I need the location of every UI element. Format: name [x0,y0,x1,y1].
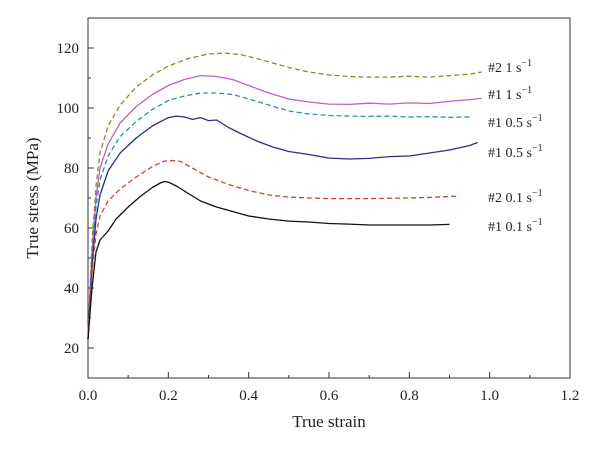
series-line-1 [87,52,482,340]
legend-label-6: #1 0.1 s−1 [488,217,543,235]
legend-label-3: #1 0.5 s−1 [488,113,543,131]
legend-label-text: #1 0.5 s [488,146,532,161]
y-tick-label: 120 [57,41,80,57]
x-tick-label: 1.2 [561,388,580,404]
x-axis-title: True strain [292,412,366,431]
legend-label-5: #2 0.1 s−1 [488,188,543,206]
legend-label-exponent: −1 [532,217,543,228]
legend-label-exponent: −1 [521,85,532,96]
legend-label-exponent: −1 [532,143,543,154]
y-axis-title: True stress (MPa) [23,137,42,258]
x-tick-label: 0.8 [400,388,419,404]
y-axis-ticks: 20 40 60 80 100 120 [57,17,94,357]
legend-label-exponent: −1 [521,58,532,69]
legend-label-4: #1 0.5 s−1 [488,143,543,161]
series-line-4 [87,115,478,340]
series-line-3 [87,92,470,340]
legend-label-text: #2 0.1 s [488,191,532,206]
legend: #2 1 s−1#1 1 s−1#1 0.5 s−1#1 0.5 s−1#2 0… [488,58,543,235]
y-tick-label: 60 [64,221,79,237]
x-tick-label: 1.0 [480,388,499,404]
legend-label-text: #1 1 s [488,88,521,103]
legend-label-text: #2 1 s [488,61,521,76]
legend-label-text: #1 0.1 s [488,220,532,235]
y-tick-label: 80 [64,161,79,177]
y-tick-label: 40 [64,281,79,297]
x-tick-label: 0.0 [79,388,98,404]
x-tick-label: 0.4 [239,388,258,404]
series-line-2 [87,74,482,340]
y-tick-label: 100 [57,101,80,117]
series-lines [87,52,482,340]
x-tick-label: 0.6 [320,388,339,404]
legend-label-exponent: −1 [532,188,543,199]
series-line-5 [87,159,458,340]
x-tick-label: 0.2 [159,388,178,404]
legend-label-2: #1 1 s−1 [488,85,532,103]
y-tick-label: 20 [64,341,79,357]
x-axis-ticks: 0.0 0.2 0.4 0.6 0.8 1.0 1.2 [79,372,580,404]
legend-label-text: #1 0.5 s [488,116,532,131]
legend-label-exponent: −1 [532,113,543,124]
series-line-6 [87,180,450,340]
legend-label-1: #2 1 s−1 [488,58,532,76]
